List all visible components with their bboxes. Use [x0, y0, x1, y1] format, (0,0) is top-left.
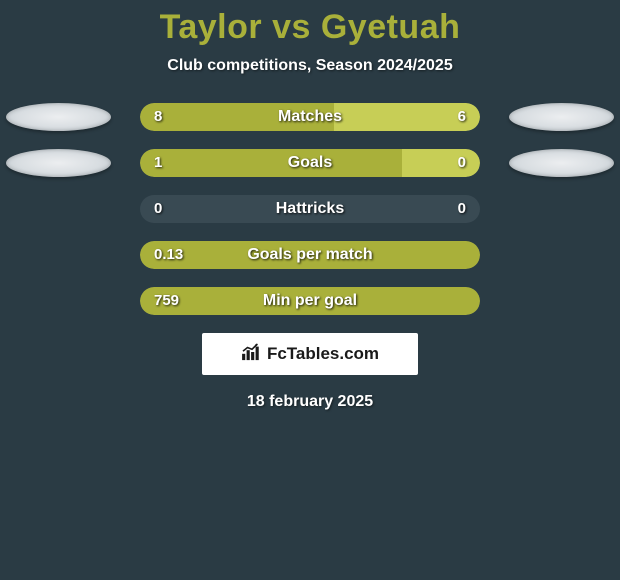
left-segment: [140, 103, 334, 131]
page-title: Taylor vs Gyetuah: [0, 0, 620, 47]
left-value: 8: [154, 103, 162, 131]
stat-bar: 0.13Goals per match: [140, 241, 480, 269]
right-value: 0: [458, 195, 466, 223]
left-segment: [140, 287, 480, 315]
subtitle: Club competitions, Season 2024/2025: [0, 57, 620, 75]
comparison-chart: 86Matches10Goals00Hattricks0.13Goals per…: [0, 103, 620, 315]
left-segment: [140, 149, 402, 177]
left-segment: [140, 241, 480, 269]
left-value: 0: [154, 195, 162, 223]
stat-bar: 10Goals: [140, 149, 480, 177]
right-segment: [402, 149, 480, 177]
right-value: 6: [458, 103, 466, 131]
player-a: Taylor: [160, 8, 263, 46]
stat-label: Hattricks: [140, 195, 480, 223]
stat-row: 0.13Goals per match: [0, 241, 620, 269]
stat-row: 759Min per goal: [0, 287, 620, 315]
stat-bar: 86Matches: [140, 103, 480, 131]
player-b-badge: [509, 103, 614, 131]
stat-bar: 0 0Hattricks: [140, 195, 480, 223]
brand-badge: FcTables.com: [202, 333, 418, 375]
left-value: 759: [154, 287, 179, 315]
player-a-badge: [6, 103, 111, 131]
generated-date: 18 february 2025: [0, 393, 620, 411]
left-value: 0.13: [154, 241, 183, 269]
stat-row: 0 0Hattricks: [0, 195, 620, 223]
chart-icon: [241, 343, 263, 366]
stat-bar: 759Min per goal: [140, 287, 480, 315]
right-value: 0: [458, 149, 466, 177]
player-b: Gyetuah: [321, 8, 461, 46]
player-a-badge: [6, 149, 111, 177]
stat-row: 10Goals: [0, 149, 620, 177]
brand-text: FcTables.com: [267, 344, 379, 364]
stat-row: 86Matches: [0, 103, 620, 131]
player-b-badge: [509, 149, 614, 177]
left-value: 1: [154, 149, 162, 177]
vs-separator: vs: [272, 8, 311, 46]
